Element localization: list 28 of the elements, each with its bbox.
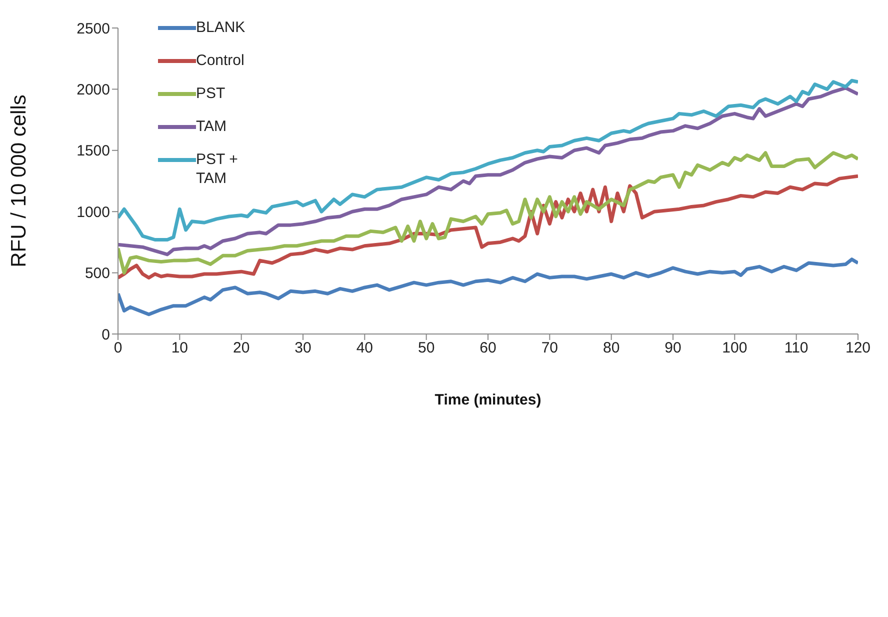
y-tick-label: 500: [84, 265, 110, 282]
legend-label: Control: [196, 51, 246, 70]
x-tick-label: 40: [356, 340, 374, 357]
y-tick-label: 0: [102, 326, 110, 344]
y-tick-label: 1000: [76, 204, 110, 221]
x-tick-label: 0: [114, 340, 122, 357]
x-axis-title: Time (minutes): [434, 392, 542, 409]
x-tick-label: 100: [722, 340, 748, 357]
x-tick-label: 60: [480, 340, 496, 357]
x-tick-label: 110: [784, 340, 808, 357]
x-tick-label: 10: [171, 340, 188, 357]
legend-label: TAM: [196, 117, 228, 136]
y-tick-label: 1500: [76, 142, 110, 160]
x-tick-label: 30: [294, 340, 312, 357]
legend-label: BLANK: [196, 18, 246, 37]
y-tick-label: 2000: [76, 82, 110, 99]
x-tick-label: 90: [664, 340, 682, 357]
x-tick-label: 50: [418, 340, 435, 357]
y-tick-label: 2500: [76, 20, 110, 38]
x-tick-label: 20: [232, 340, 250, 357]
x-tick-label: 120: [845, 340, 871, 357]
line-series: [118, 258, 858, 316]
x-tick-label: 70: [541, 340, 558, 357]
line-series: [118, 151, 858, 275]
y-axis-title: RFU / 10 000 cells: [7, 94, 30, 268]
legend-label: PST + TAM: [196, 150, 239, 188]
legend-label: PST: [196, 84, 226, 103]
x-tick-label: 80: [602, 340, 620, 357]
